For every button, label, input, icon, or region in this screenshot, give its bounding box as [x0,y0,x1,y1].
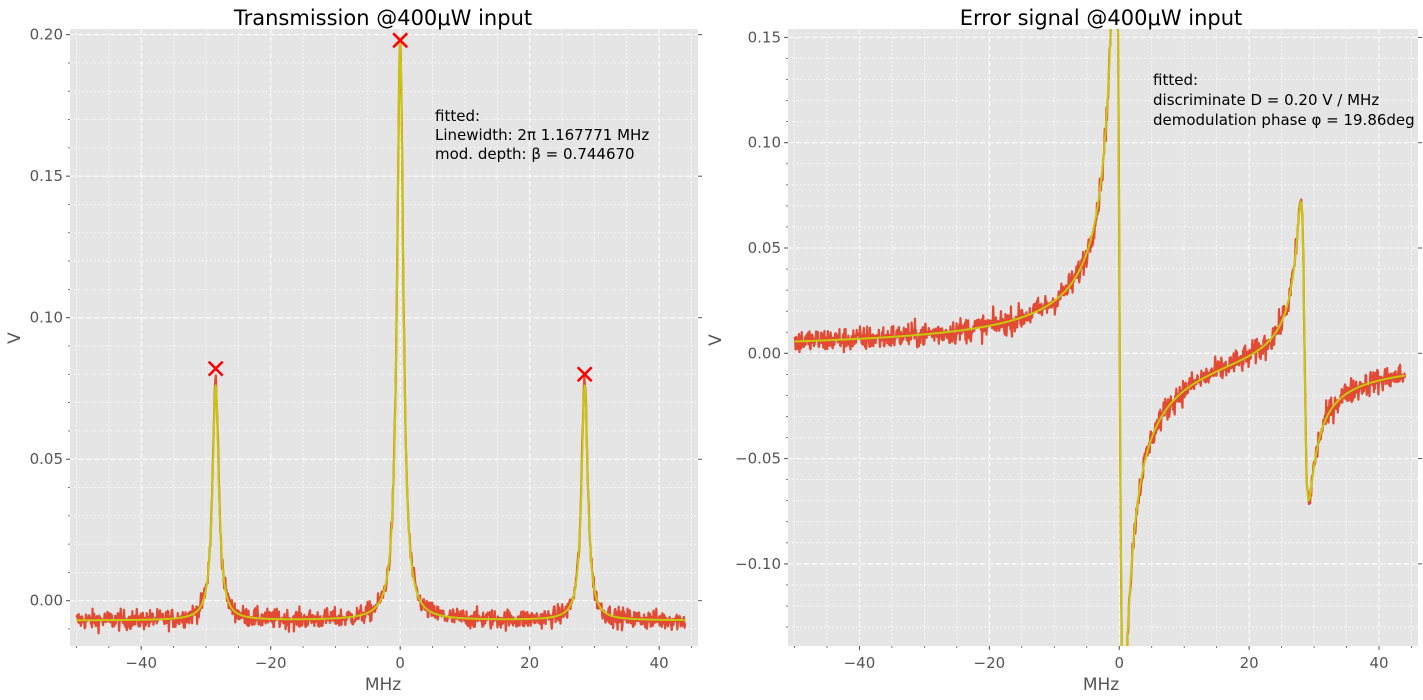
transmission-y-tick-label: 0.15 [30,167,63,185]
transmission-panel: −40 −20 0 20 40 0.00 0.05 0.10 0.15 0.20 Transmiss… [5,6,702,695]
error-signal-title: Error signal @400μW input [960,6,1243,30]
peak-marker-stroke [392,32,409,49]
error-signal-x-tick-label: 20 [1240,654,1259,672]
error-signal-annotation-line-2: discriminate D = 0.20 V / MHz [1153,91,1379,109]
transmission-x-tick-label: 20 [520,654,539,672]
transmission-plot-area [70,29,698,646]
transmission-annotation: fitted: Linewidth: 2π 1.167771 MHz mod. … [435,107,649,163]
transmission-x-axis-label: MHz [365,675,401,695]
transmission-y-tick-label: 0.00 [30,592,63,610]
peak-marker-stroke [576,366,593,383]
transmission-peak-marker [576,366,593,383]
transmission-ticks: −40 −20 0 20 40 0.00 0.05 0.10 0.15 0.20 [30,26,702,672]
error-signal-y-tick-label: −0.10 [735,555,781,573]
error-signal-y-tick-label: 0.05 [748,239,781,257]
error-signal-grid [788,29,1418,646]
error-signal-annotation-line-1: fitted: [1153,71,1198,89]
transmission-y-tick-label: 0.10 [30,309,63,327]
transmission-x-tick-label: 40 [650,654,669,672]
transmission-y-tick-label: 0.05 [30,450,63,468]
transmission-y-tick-label: 0.20 [30,26,63,44]
transmission-peak-marker [207,360,224,377]
error-signal-y-tick-label: 0.15 [748,28,781,46]
transmission-x-tick-label: 0 [395,654,405,672]
error-signal-annotation-line-3: demodulation phase φ = 19.86deg [1153,111,1415,129]
error-signal-ticks: −40 −20 0 20 40 −0.10 −0.05 0.00 0.05 0.10 0.15 [735,28,1422,672]
error-signal-y-axis-label: V [706,334,726,346]
error-signal-annotation: fitted: discriminate D = 0.20 V / MHz de… [1153,71,1415,129]
transmission-x-tick-label: −20 [255,654,287,672]
peak-marker-stroke [207,360,224,377]
error-signal-x-tick-label: 0 [1114,654,1124,672]
transmission-title: Transmission @400μW input [233,6,532,30]
error-signal-series-fit [793,29,1406,646]
transmission-annotation-line-3: mod. depth: β = 0.744670 [435,145,635,163]
transmission-peak-marker [392,32,409,49]
error-signal-y-tick-label: 0.10 [748,134,781,152]
error-signal-x-tick-label: −40 [844,654,876,672]
transmission-y-axis-label: V [5,332,25,344]
error-signal-x-tick-label: 40 [1369,654,1388,672]
transmission-x-tick-label: −40 [125,654,157,672]
error-signal-panel: −40 −20 0 20 40 −0.10 −0.05 0.00 0.05 0.10 0.15 Err… [706,6,1422,695]
transmission-annotation-line-2: Linewidth: 2π 1.167771 MHz [435,126,649,144]
error-signal-y-tick-label: −0.05 [735,450,781,468]
error-signal-y-tick-label: 0.00 [748,344,781,362]
error-signal-x-tick-label: −20 [974,654,1006,672]
transmission-grid [70,29,698,646]
transmission-series-fit [75,41,686,622]
error-signal-x-axis-label: MHz [1083,675,1119,695]
transmission-annotation-line-1: fitted: [435,107,480,125]
